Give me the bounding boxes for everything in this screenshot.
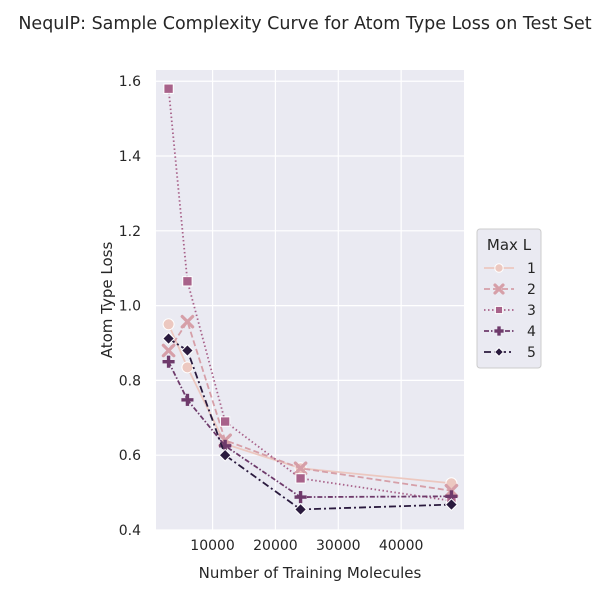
data-point-marker [444, 498, 458, 512]
data-point-marker [494, 305, 504, 315]
legend-label: 3 [527, 303, 536, 319]
y-tick-label: 1.6 [119, 74, 141, 90]
data-point-marker [218, 448, 232, 462]
legend-item: 3 [484, 303, 536, 319]
y-tick-label: 1.2 [119, 224, 141, 240]
y-tick-label: 0.6 [119, 448, 141, 464]
series-line [167, 88, 452, 502]
y-tick-label: 1.0 [119, 299, 141, 315]
plot-background [156, 70, 464, 530]
data-point-marker [161, 343, 176, 358]
data-point-marker [494, 326, 504, 336]
y-tick-label: 0.8 [119, 373, 141, 389]
y-tick-labels: 0.4 0.6 0.8 1.0 1.2 1.4 1.6 [119, 74, 141, 539]
data-point-marker [182, 276, 193, 287]
x-tick-label: 10000 [190, 538, 235, 554]
data-point-marker [295, 473, 306, 484]
legend-label: 5 [527, 345, 536, 361]
x-tick-label: 20000 [253, 538, 298, 554]
grid-lines [156, 70, 464, 531]
data-point-marker [294, 491, 307, 504]
legend-frame [476, 228, 542, 369]
x-tick-label: 40000 [379, 538, 424, 554]
data-point-marker [180, 314, 195, 329]
legend-item: 2 [484, 282, 536, 298]
data-point-marker [162, 318, 175, 331]
series-layer [161, 83, 459, 516]
legend-items: 1 2 3 4 5 [484, 261, 536, 361]
series-line [168, 337, 452, 511]
legend-label: 2 [527, 282, 536, 298]
series-5 [162, 332, 458, 516]
x-tick-label: 30000 [316, 538, 361, 554]
legend-item: 4 [484, 324, 536, 340]
data-point-marker [493, 283, 505, 295]
data-point-marker [163, 83, 174, 94]
x-tick-labels: 10000 20000 30000 40000 [190, 538, 423, 554]
legend-item: 1 [484, 261, 536, 277]
data-point-marker [493, 346, 505, 358]
y-tick-label: 0.4 [119, 523, 141, 539]
legend-title: Max L [487, 236, 532, 254]
legend-item: 5 [484, 345, 536, 361]
y-tick-label: 1.4 [119, 149, 141, 165]
data-point-marker [162, 332, 176, 346]
chart-title: NequIP: Sample Complexity Curve for Atom… [18, 14, 591, 34]
legend-label: 4 [527, 324, 536, 340]
legend: Max L 1 2 3 4 5 [476, 228, 542, 369]
data-point-marker [494, 263, 504, 273]
data-point-marker [294, 502, 308, 516]
y-axis-label: Atom Type Loss [98, 242, 116, 359]
data-point-marker [162, 355, 175, 368]
data-point-marker [180, 344, 194, 357]
data-point-marker [219, 416, 231, 427]
data-point-marker [293, 461, 308, 476]
x-axis-label: Number of Training Molecules [199, 564, 422, 582]
data-point-marker [181, 393, 194, 406]
legend-label: 1 [527, 261, 536, 277]
